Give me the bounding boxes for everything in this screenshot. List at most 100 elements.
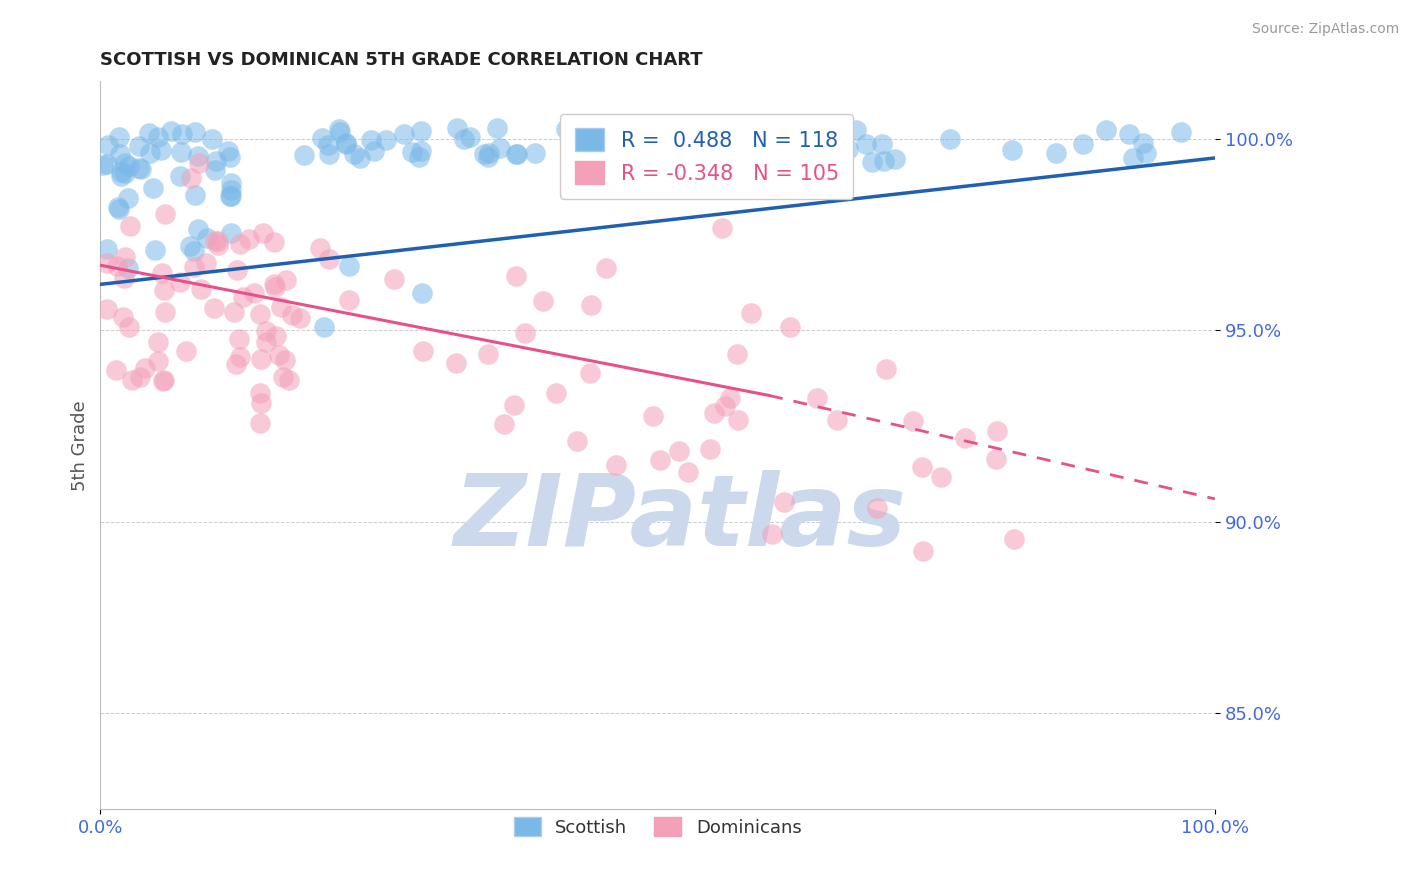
Point	[727, 413, 749, 427]
Point	[114, 166, 136, 180]
Point	[955, 431, 977, 445]
Point	[105, 363, 128, 377]
Point	[337, 260, 360, 274]
Point	[595, 261, 617, 276]
Point	[1094, 123, 1116, 137]
Point	[579, 298, 602, 312]
Point	[335, 136, 357, 151]
Point	[146, 335, 169, 350]
Point	[870, 137, 893, 152]
Point	[392, 127, 415, 141]
Point	[183, 260, 205, 274]
Point	[105, 259, 128, 273]
Point	[711, 220, 734, 235]
Point	[1045, 145, 1067, 160]
Point	[152, 375, 174, 389]
Point	[153, 283, 176, 297]
Point	[599, 144, 621, 158]
Point	[1001, 143, 1024, 157]
Legend: Scottish, Dominicans: Scottish, Dominicans	[506, 810, 808, 844]
Point	[329, 125, 352, 139]
Point	[492, 417, 515, 432]
Point	[337, 293, 360, 307]
Point	[1071, 136, 1094, 151]
Point	[152, 373, 174, 387]
Point	[544, 386, 567, 401]
Point	[641, 409, 664, 423]
Point	[363, 144, 385, 158]
Point	[343, 146, 366, 161]
Point	[201, 132, 224, 146]
Point	[314, 320, 336, 334]
Point	[249, 416, 271, 430]
Point	[219, 177, 242, 191]
Text: ZIPatlas: ZIPatlas	[453, 469, 907, 566]
Point	[96, 301, 118, 316]
Point	[1170, 124, 1192, 138]
Point	[676, 465, 699, 479]
Point	[1135, 146, 1157, 161]
Point	[288, 310, 311, 325]
Point	[523, 146, 546, 161]
Point	[458, 129, 481, 144]
Point	[779, 319, 801, 334]
Point	[513, 326, 536, 340]
Point	[374, 133, 396, 147]
Point	[183, 244, 205, 259]
Point	[117, 191, 139, 205]
Point	[588, 136, 610, 151]
Point	[616, 142, 638, 156]
Point	[169, 275, 191, 289]
Point	[828, 153, 851, 167]
Point	[184, 125, 207, 139]
Point	[408, 150, 430, 164]
Point	[219, 226, 242, 240]
Point	[254, 334, 277, 349]
Point	[238, 232, 260, 246]
Point	[579, 366, 602, 380]
Point	[772, 133, 794, 147]
Point	[668, 444, 690, 458]
Point	[605, 458, 627, 472]
Point	[276, 273, 298, 287]
Point	[505, 146, 527, 161]
Point	[278, 373, 301, 387]
Point	[837, 142, 859, 156]
Point	[789, 128, 811, 143]
Point	[252, 226, 274, 240]
Text: SCOTTISH VS DOMINICAN 5TH GRADE CORRELATION CHART: SCOTTISH VS DOMINICAN 5TH GRADE CORRELAT…	[100, 51, 703, 69]
Point	[207, 234, 229, 248]
Point	[250, 351, 273, 366]
Point	[146, 129, 169, 144]
Point	[172, 127, 194, 141]
Point	[453, 131, 475, 145]
Point	[249, 307, 271, 321]
Point	[875, 361, 897, 376]
Point	[477, 150, 499, 164]
Point	[225, 263, 247, 277]
Point	[754, 154, 776, 169]
Point	[187, 149, 209, 163]
Point	[689, 121, 711, 136]
Point	[472, 147, 495, 161]
Point	[716, 135, 738, 149]
Point	[446, 121, 468, 136]
Point	[309, 241, 332, 255]
Point	[360, 132, 382, 146]
Point	[316, 137, 339, 152]
Point	[108, 146, 131, 161]
Point	[142, 181, 165, 195]
Point	[939, 132, 962, 146]
Point	[755, 126, 778, 140]
Point	[825, 413, 848, 427]
Point	[174, 344, 197, 359]
Point	[195, 256, 218, 270]
Point	[170, 145, 193, 159]
Point	[117, 320, 139, 334]
Point	[134, 361, 156, 376]
Point	[143, 243, 166, 257]
Point	[117, 261, 139, 276]
Point	[505, 147, 527, 161]
Point	[412, 343, 434, 358]
Point	[911, 460, 934, 475]
